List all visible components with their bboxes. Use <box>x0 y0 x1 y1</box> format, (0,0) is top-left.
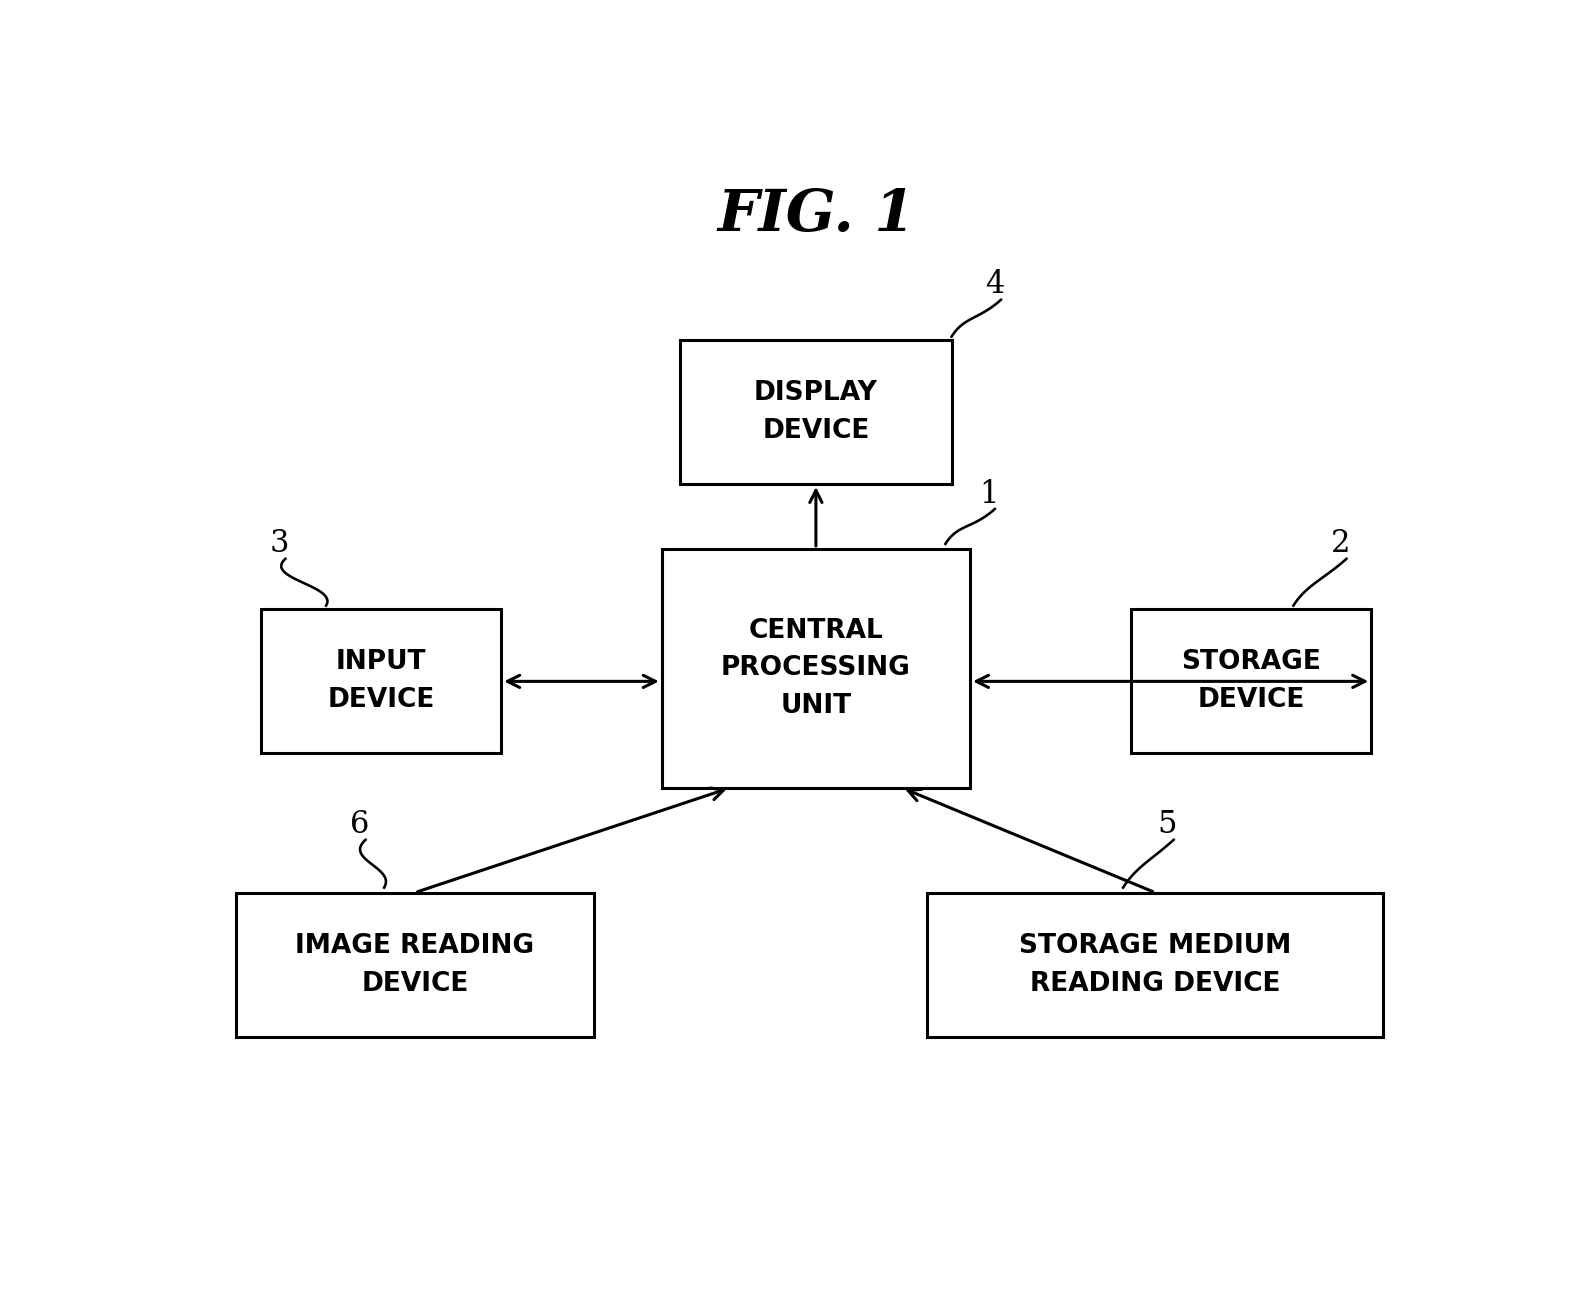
Bar <box>1130 608 1371 753</box>
Bar <box>261 608 501 753</box>
Text: DEVICE: DEVICE <box>328 687 435 713</box>
Text: STORAGE: STORAGE <box>1181 648 1321 675</box>
Text: UNIT: UNIT <box>780 694 852 719</box>
Bar <box>236 893 594 1036</box>
Text: 3: 3 <box>269 528 288 559</box>
Text: DEVICE: DEVICE <box>361 970 468 996</box>
Text: DEVICE: DEVICE <box>1197 687 1304 713</box>
Bar <box>927 893 1383 1036</box>
Text: 2: 2 <box>1331 528 1350 559</box>
Text: STORAGE MEDIUM: STORAGE MEDIUM <box>1019 933 1291 959</box>
Text: DISPLAY: DISPLAY <box>755 380 877 406</box>
Text: 1: 1 <box>979 479 998 510</box>
Text: READING DEVICE: READING DEVICE <box>1030 970 1280 996</box>
Text: FIG. 1: FIG. 1 <box>716 186 915 243</box>
Text: PROCESSING: PROCESSING <box>721 656 911 682</box>
Text: 4: 4 <box>985 269 1005 300</box>
Text: DEVICE: DEVICE <box>763 418 869 444</box>
Text: 6: 6 <box>350 809 369 840</box>
Text: 5: 5 <box>1157 809 1176 840</box>
Text: INPUT: INPUT <box>336 648 427 675</box>
Bar <box>680 339 952 484</box>
Text: CENTRAL: CENTRAL <box>748 617 884 643</box>
Bar <box>662 549 970 788</box>
Text: IMAGE READING: IMAGE READING <box>296 933 535 959</box>
